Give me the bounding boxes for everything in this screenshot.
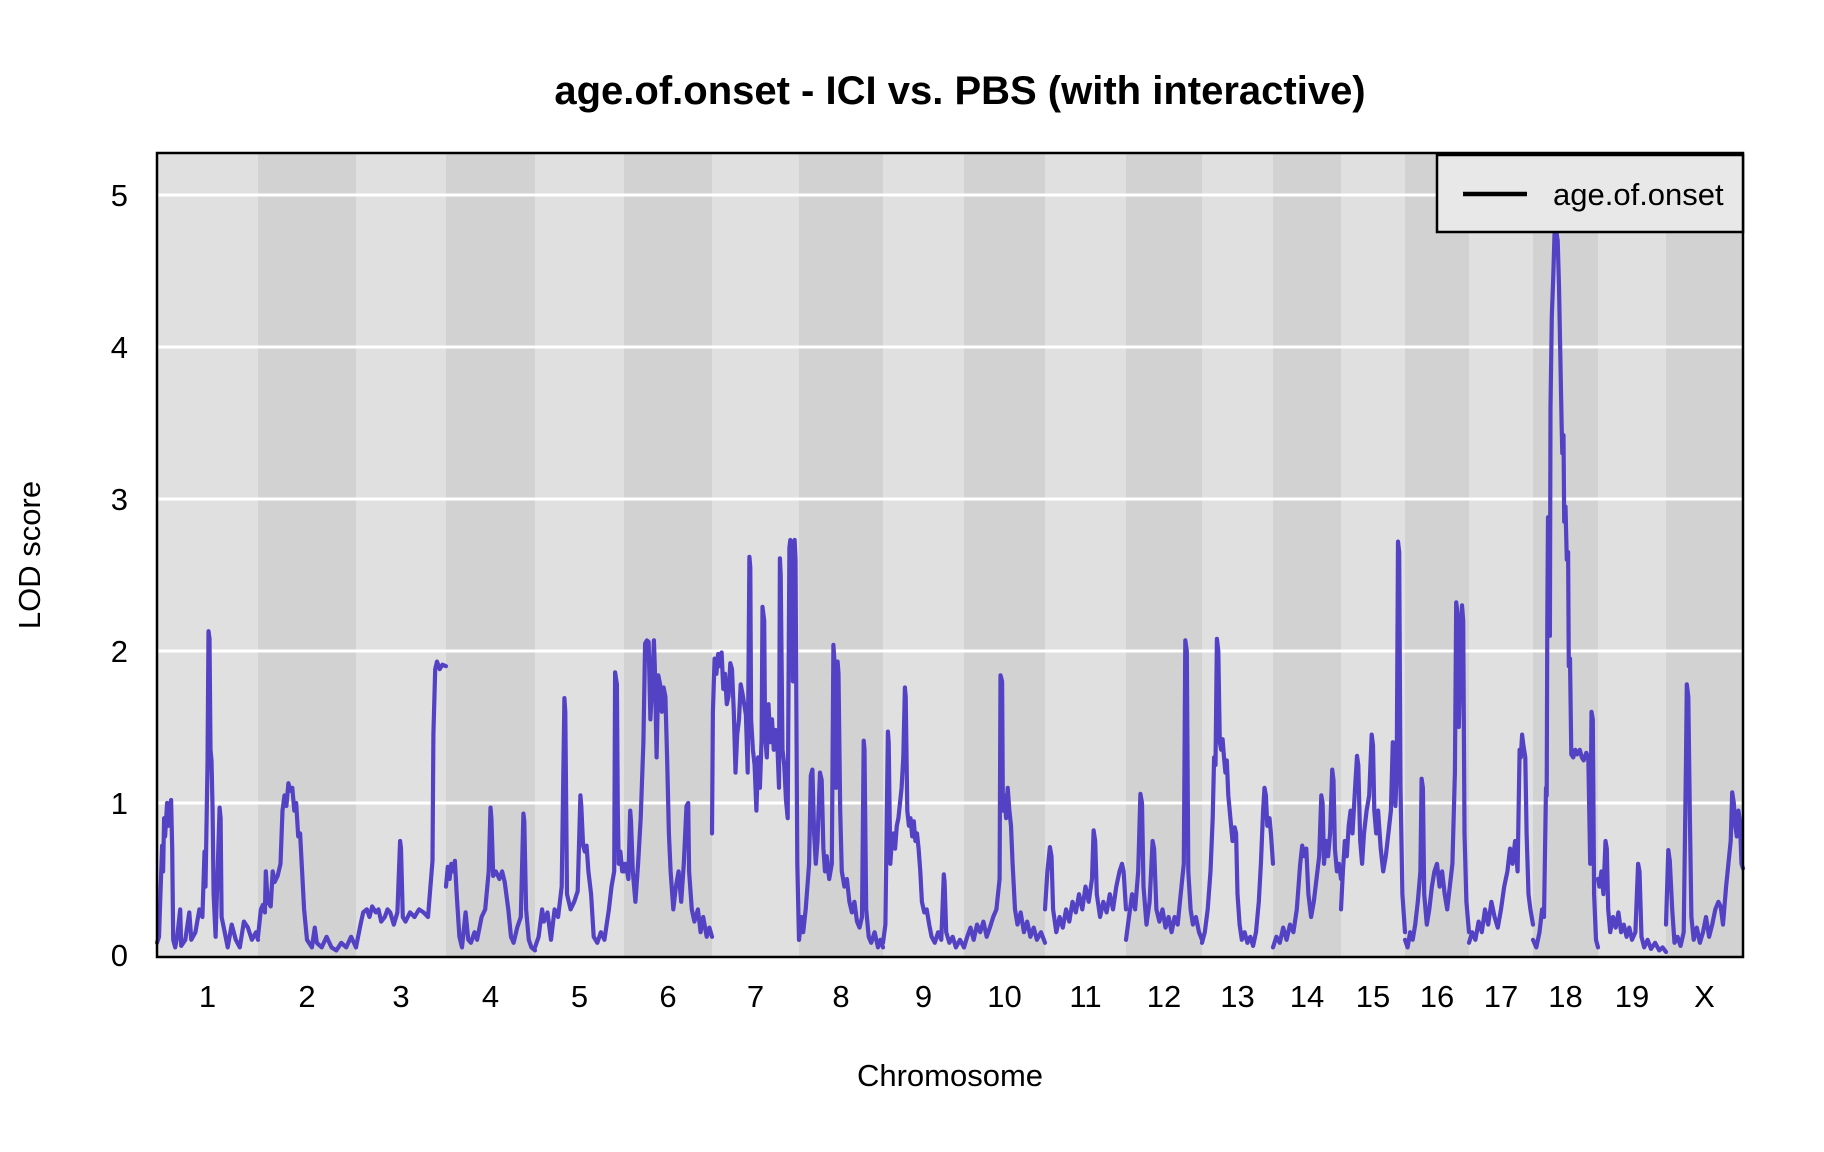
y-tick-label: 5: [111, 178, 128, 213]
x-tick-label: 3: [392, 979, 409, 1014]
chromosome-band: [1341, 153, 1405, 957]
y-tick-label: 0: [111, 938, 128, 973]
x-axis-ticks: 1 2 3 4 5 6 7 8 9 10 11 12 13 14 15 16 17 18 19 X: [199, 979, 1715, 1014]
lod-line: [880, 685, 967, 950]
x-tick-label: 1: [199, 979, 216, 1014]
x-tick-label: 14: [1290, 979, 1324, 1014]
lod-line: [1402, 600, 1472, 950]
lod-line: [1338, 539, 1408, 935]
chart-title: age.of.onset - ICI vs. PBS (with interac…: [554, 69, 1365, 113]
x-tick-label: 4: [482, 979, 499, 1014]
lod-line: [154, 629, 261, 950]
x-tick-label: 19: [1615, 979, 1649, 1014]
lod-line: [796, 642, 886, 950]
lod-line: [353, 659, 449, 950]
y-tick-label: 1: [111, 786, 128, 821]
x-tick-label: 9: [915, 979, 932, 1014]
lod-line: [1123, 638, 1205, 942]
y-tick-label: 4: [111, 330, 128, 365]
lod-line: [1466, 732, 1536, 945]
x-tick-label: 5: [571, 979, 588, 1014]
plot-frame: [155, 151, 1745, 959]
lod-line: [1595, 838, 1669, 955]
chromosome-band: [1469, 153, 1533, 957]
lod-line: [709, 537, 802, 942]
legend: age.of.onset: [1435, 153, 1745, 234]
lod-line: [1530, 226, 1601, 950]
chromosome-band: [712, 153, 799, 957]
lod-line: [443, 805, 538, 953]
x-tick-label: 18: [1548, 979, 1582, 1014]
x-tick-label: 7: [747, 979, 764, 1014]
lod-line: [1663, 682, 1746, 949]
lod-line: [961, 673, 1048, 950]
chromosome-band: [1405, 153, 1469, 957]
chromosome-band: [1045, 153, 1126, 957]
lod-line: [621, 638, 715, 939]
chromosome-band: [258, 153, 356, 957]
x-tick-label: 2: [298, 979, 315, 1014]
lod-line: [532, 670, 627, 950]
chromosome-band: [964, 153, 1045, 957]
y-axis-label: LOD score: [12, 481, 47, 629]
x-tick-label: 13: [1220, 979, 1254, 1014]
y-tick-label: 3: [111, 482, 128, 517]
x-tick-label: 17: [1484, 979, 1518, 1014]
x-axis-label: Chromosome: [857, 1058, 1043, 1093]
x-tick-label: 15: [1356, 979, 1390, 1014]
y-tick-label: 2: [111, 634, 128, 669]
lod-line: [1199, 636, 1276, 949]
x-tick-label: 8: [832, 979, 849, 1014]
x-tick-label: 10: [987, 979, 1021, 1014]
x-tick-label: 16: [1420, 979, 1454, 1014]
x-tick-label: 6: [659, 979, 676, 1014]
x-tick-label: 12: [1147, 979, 1181, 1014]
chromosome-bands: [157, 153, 1743, 957]
x-tick-label: X: [1694, 979, 1715, 1014]
lod-line: [1270, 767, 1344, 950]
y-axis-ticks: 0 1 2 3 4 5: [111, 178, 128, 973]
legend-label: age.of.onset: [1553, 177, 1724, 212]
x-tick-label: 11: [1069, 979, 1101, 1014]
lod-line: [255, 781, 359, 953]
lod-line: [1042, 828, 1129, 935]
chromosome-band: [1598, 153, 1666, 957]
lod-series: [154, 226, 1746, 955]
